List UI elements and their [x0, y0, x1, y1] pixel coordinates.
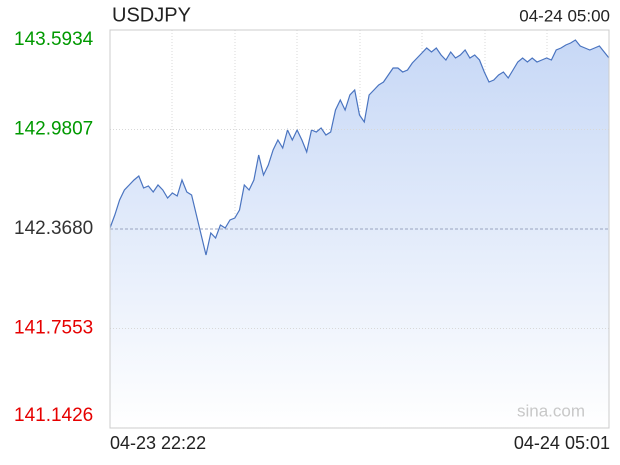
watermark: sina.com	[517, 401, 585, 420]
area	[110, 40, 609, 428]
y-tick-label: 141.1426	[14, 405, 93, 426]
y-tick-label: 141.7553	[14, 318, 93, 339]
x-tick-label: 04-23 22:22	[110, 433, 206, 453]
timestamp: 04-24 05:00	[519, 6, 610, 25]
y-tick-label: 142.9807	[14, 119, 93, 140]
y-tick-label: 142.3680	[14, 218, 93, 239]
price-line	[109, 39, 610, 256]
y-tick-label: 143.5934	[14, 29, 94, 50]
chart-title: USDJPY	[112, 4, 191, 26]
x-tick-label: 04-24 05:01	[514, 433, 610, 453]
plot-frame	[109, 29, 610, 429]
